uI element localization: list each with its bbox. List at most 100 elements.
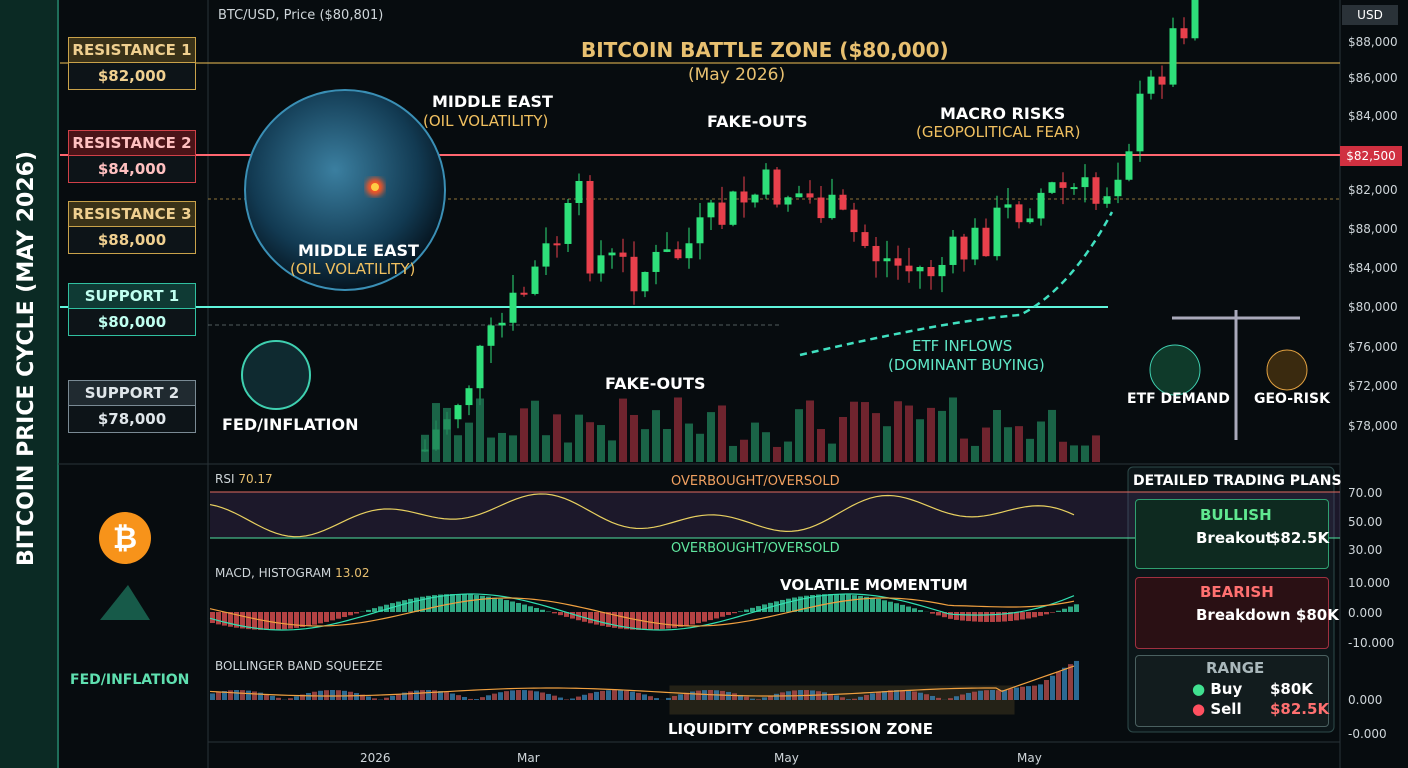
decoration (918, 692, 923, 700)
subtitle: (May 2026) (688, 65, 786, 85)
decoration (708, 612, 713, 621)
symbol: BTC/USD, Price ($80,801) (218, 8, 384, 23)
decoration (1062, 667, 1067, 700)
decoration (564, 442, 572, 462)
decoration (678, 612, 683, 627)
decoration (1008, 688, 1013, 700)
decoration (674, 249, 682, 259)
annotation: ETF INFLOWS (912, 337, 1013, 355)
decoration (210, 612, 215, 624)
plan-bearish: BEARISH Breakdown $80K (1135, 577, 1339, 649)
decoration (636, 612, 641, 630)
decoration (1037, 192, 1045, 219)
decoration (330, 612, 335, 621)
decoration (1074, 660, 1079, 700)
decoration (1032, 685, 1037, 700)
decoration (678, 694, 683, 700)
rsi-name: RSI (215, 472, 235, 486)
decoration (1038, 612, 1043, 616)
decoration (690, 691, 695, 700)
decoration (228, 690, 233, 700)
decoration (1032, 612, 1037, 618)
decoration (252, 612, 257, 630)
decoration (948, 612, 953, 619)
decoration (684, 612, 689, 626)
decoration (222, 691, 227, 700)
decoration (642, 694, 647, 700)
decoration (443, 407, 451, 462)
decoration (498, 598, 503, 612)
decoration (718, 202, 726, 225)
level-name: SUPPORT 1 (68, 283, 196, 309)
decoration (816, 594, 821, 612)
decoration (498, 692, 503, 700)
plan-bullish: BULLISH Breakout $82.5K (1135, 499, 1329, 569)
decoration (654, 612, 659, 630)
decoration (927, 407, 935, 462)
decoration (534, 607, 539, 612)
decoration (1081, 177, 1089, 188)
decoration (738, 694, 743, 700)
bitcoin-icon (99, 512, 151, 564)
decoration (384, 604, 389, 612)
decoration (1059, 182, 1067, 188)
decoration (294, 612, 299, 628)
decoration (870, 693, 875, 700)
decoration (516, 602, 521, 612)
decoration (850, 209, 858, 233)
decoration (246, 690, 251, 700)
decoration (576, 696, 581, 700)
decoration (654, 698, 659, 700)
decoration (1169, 28, 1177, 85)
decoration (672, 612, 677, 628)
decoration (1062, 608, 1067, 612)
annotation: MIDDLE EAST (432, 92, 553, 111)
x-tick: Mar (517, 751, 540, 765)
rsi-band: OVERBOUGHT/OVERSOLD (671, 541, 840, 556)
x-tick: 2026 (360, 751, 391, 765)
decoration (982, 227, 990, 257)
decoration (348, 612, 353, 616)
decoration (504, 600, 509, 612)
decoration (492, 597, 497, 612)
decoration (1191, 0, 1199, 39)
decoration (234, 612, 239, 628)
decoration (786, 598, 791, 612)
decoration (288, 612, 293, 629)
decoration (936, 612, 941, 616)
decoration (900, 690, 905, 700)
decoration (792, 597, 797, 612)
decoration (714, 612, 719, 619)
decoration (608, 440, 616, 462)
decoration (948, 698, 953, 700)
decoration (1048, 409, 1056, 462)
decoration (414, 690, 419, 700)
decoration (784, 197, 792, 205)
decoration (894, 401, 902, 462)
decoration (378, 606, 383, 612)
decoration (1008, 612, 1013, 622)
decoration (817, 197, 825, 219)
plans-title: DETAILED TRADING PLANS (1133, 473, 1342, 489)
plan-name: BULLISH (1200, 506, 1272, 524)
decoration (276, 612, 281, 630)
decoration (209, 493, 1075, 538)
decoration (288, 698, 293, 700)
plan-name: BEARISH (1200, 583, 1274, 601)
decoration (918, 610, 923, 612)
decoration (546, 693, 551, 700)
decoration (324, 690, 329, 700)
decoration (648, 696, 653, 700)
level: RESISTANCE 1 $82,000 (68, 37, 196, 90)
decoration (432, 403, 440, 462)
decoration (306, 693, 311, 700)
decoration (426, 595, 431, 612)
decoration (209, 597, 1075, 627)
decoration (1026, 612, 1031, 619)
level-name: SUPPORT 2 (68, 380, 196, 406)
decoration (246, 612, 251, 630)
decoration (938, 410, 946, 462)
macd-tick: -10.000 (1348, 636, 1395, 650)
decoration (306, 612, 311, 626)
